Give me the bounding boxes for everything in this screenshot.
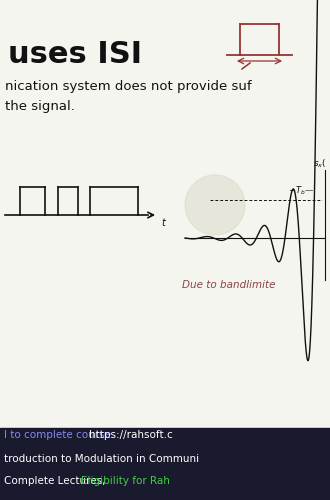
Text: Complete Lectures,: Complete Lectures, [4, 476, 109, 486]
Text: https://rahsoft.c: https://rahsoft.c [89, 430, 173, 440]
Ellipse shape [185, 175, 245, 235]
Text: uses ISI: uses ISI [8, 40, 142, 69]
Bar [0, 0, 330, 428]
Text: the signal.: the signal. [5, 100, 75, 113]
Text: $-T_b$—: $-T_b$— [288, 184, 314, 197]
Text: l to complete course: l to complete course [4, 430, 114, 440]
Bar [0, 428, 330, 500]
Text: troduction to Modulation in Communi: troduction to Modulation in Communi [4, 454, 199, 464]
Text: t: t [161, 218, 165, 228]
Text: $s_x($: $s_x($ [313, 158, 326, 170]
Text: Due to bandlimite: Due to bandlimite [182, 280, 276, 290]
Text: nication system does not provide suf: nication system does not provide suf [5, 80, 251, 93]
Text: Eligibility for Rah: Eligibility for Rah [81, 476, 170, 486]
